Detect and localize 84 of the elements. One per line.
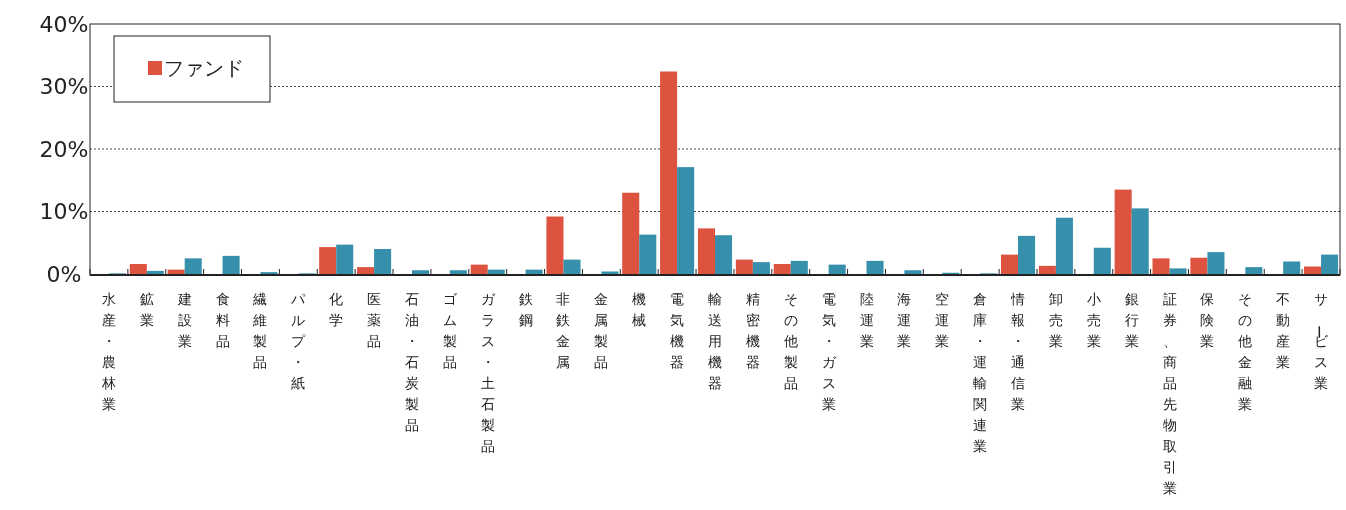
- x-tick-label: 精密機器: [745, 291, 760, 370]
- x-tick-label: その他金融業: [1238, 291, 1253, 412]
- bar: [1190, 257, 1208, 274]
- bar: [715, 235, 733, 274]
- bar: [660, 71, 678, 274]
- bar: [129, 264, 147, 274]
- x-tick-label: パルプ・紙: [290, 291, 307, 391]
- bar: [374, 249, 392, 274]
- x-tick-label: ガラス・土石製品: [480, 291, 496, 454]
- bar: [1131, 208, 1149, 274]
- bar: [487, 269, 505, 274]
- bar: [1000, 254, 1019, 274]
- bar: [336, 244, 354, 274]
- x-tick-label: 陸運業: [859, 291, 874, 349]
- bar: [146, 270, 164, 274]
- bar: [319, 247, 337, 274]
- x-tick-label: 輸送用機器: [708, 291, 722, 391]
- bar: [1245, 267, 1263, 274]
- x-tick-label: 電気機器: [670, 291, 685, 370]
- bar: [1093, 247, 1111, 274]
- x-tick-label: 鉄鋼: [518, 291, 533, 328]
- bar: [828, 264, 846, 274]
- bar: [357, 267, 375, 274]
- bar: [525, 269, 543, 274]
- x-tick-label: 保険業: [1200, 291, 1215, 349]
- bar: [411, 270, 430, 274]
- bar: [735, 259, 753, 274]
- bar: [866, 260, 884, 274]
- bar: [622, 192, 640, 274]
- y-tick-label: 10%: [39, 199, 89, 224]
- bar: [904, 270, 922, 274]
- legend-label: ファンド: [164, 56, 244, 80]
- x-tick-label: 食料品: [215, 291, 230, 349]
- bar: [449, 270, 467, 274]
- bar: [184, 258, 202, 274]
- bar: [1152, 258, 1170, 274]
- x-tick-label: 鉱業: [139, 291, 154, 328]
- bar: [1169, 268, 1187, 274]
- legend: ファンド: [113, 35, 271, 103]
- x-tick-label: 医薬品: [367, 291, 382, 349]
- x-tick-label: 空運業: [935, 291, 950, 349]
- bar: [697, 228, 715, 274]
- x-tick-label: 卸売業: [1048, 291, 1063, 349]
- x-tick-label: 情報・通信業: [1010, 291, 1026, 412]
- x-tick-label: 水産・農林業: [100, 291, 116, 412]
- bar: [639, 234, 657, 274]
- bar: [470, 264, 488, 274]
- x-tick-label: 倉庫・運輸関連業: [973, 291, 988, 454]
- x-tick-label: 非鉄金属: [556, 291, 571, 370]
- bar: [1055, 217, 1073, 274]
- y-tick-label: 40%: [39, 11, 89, 37]
- x-tick-label: 電気・ガス業: [821, 291, 837, 412]
- bar: [752, 262, 770, 274]
- x-tick-label: 化学: [329, 291, 344, 328]
- bar: [563, 259, 581, 274]
- x-tick-label: 金属製品: [594, 291, 609, 370]
- x-tick-label: 小売業: [1086, 291, 1101, 349]
- x-tick-label: 機械: [632, 291, 647, 328]
- bar: [167, 269, 185, 274]
- bar: [1304, 266, 1322, 274]
- y-tick-label: 20%: [39, 136, 89, 162]
- bar: [773, 264, 791, 274]
- bar: [1321, 254, 1339, 274]
- x-tick-label: 建設業: [176, 291, 192, 349]
- category-label: サービス業: [1311, 291, 1329, 391]
- bar: [1283, 261, 1301, 274]
- x-tick-label: ゴム製品: [442, 291, 458, 370]
- y-tick-label: 30%: [39, 74, 89, 99]
- x-tick-label: 不動産業: [1276, 291, 1291, 370]
- bar: [1018, 235, 1036, 274]
- bar: [1207, 252, 1225, 274]
- bar: [1114, 189, 1132, 274]
- x-tick-label: 銀行業: [1124, 291, 1139, 349]
- x-tick-label: 繊維製品: [252, 291, 268, 370]
- x-tick-label: その他製品: [783, 291, 798, 391]
- category-label: 証券、商品先物取引業: [1162, 291, 1177, 496]
- x-tick-label: 海運業: [897, 291, 912, 349]
- bar: [222, 255, 240, 274]
- bar: [546, 216, 564, 274]
- y-tick-label: 0%: [46, 261, 82, 287]
- x-tick-label: 石油・石炭製品: [404, 291, 419, 433]
- bar: [1038, 265, 1056, 274]
- bar: [677, 167, 695, 274]
- bar: [790, 260, 808, 274]
